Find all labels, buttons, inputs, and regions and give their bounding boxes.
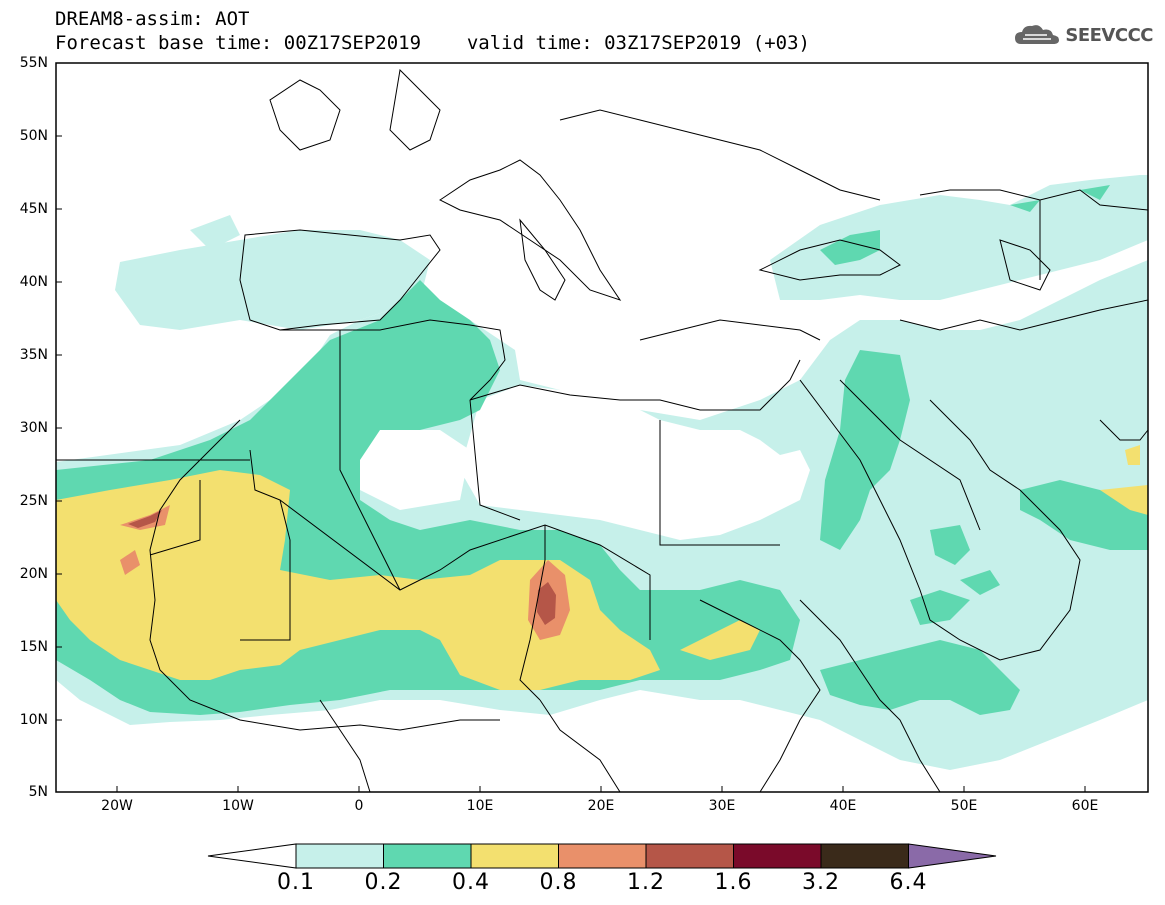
lat-label: 30N (19, 420, 48, 436)
lat-label: 55N (19, 55, 48, 71)
lon-label: 50E (950, 798, 978, 814)
lon-label: 20W (101, 798, 133, 814)
colorbar-label: 0.4 (452, 870, 490, 895)
lon-label: 40E (829, 798, 857, 814)
lat-label: 10N (19, 712, 48, 728)
lat-label: 15N (19, 639, 48, 655)
colorbar-label: 1.6 (714, 870, 753, 895)
lon-label: 20E (587, 798, 615, 814)
logo-text: SEEVCCC (1065, 24, 1153, 46)
colorbar-swatch-0.8 (558, 843, 647, 869)
axis-ticks (56, 62, 1086, 792)
colorbar-label: 6.4 (889, 870, 928, 895)
colorbar-label: 0.1 (277, 870, 315, 895)
lat-label: 20N (19, 566, 48, 582)
valid-time: valid time: 03Z17SEP2019 (+03) (466, 32, 810, 54)
lon-label: 30E (708, 798, 736, 814)
colorbar-swatch-0.4 (470, 843, 559, 869)
lon-label: 10E (466, 798, 494, 814)
lat-label: 5N (28, 784, 48, 800)
lat-label: 50N (19, 128, 48, 144)
lon-label: 60E (1071, 798, 1099, 814)
colorbar-swatch-0.1 (295, 843, 384, 869)
forecast-time-line: Forecast base time: 00Z17SEP2019 valid t… (55, 32, 810, 54)
colorbar-right-arrow (908, 843, 997, 869)
lon-label: 10W (222, 798, 254, 814)
colorbar-label: 1.2 (627, 870, 665, 895)
colorbar-label: 0.2 (364, 870, 403, 895)
colorbar-swatch-1.2 (645, 843, 734, 869)
colorbar-label: 0.8 (539, 870, 578, 895)
colorbar-label: 3.2 (802, 870, 840, 895)
map-title: DREAM8-assim: AOT (55, 8, 250, 30)
colorbar-swatch-3.2 (820, 843, 909, 869)
colorbar-swatch-0.2 (383, 843, 472, 869)
coastlines (56, 68, 1148, 792)
lat-label: 25N (19, 493, 48, 509)
base-time: Forecast base time: 00Z17SEP2019 (55, 32, 422, 54)
aot-band-0.4 (56, 445, 1148, 690)
lat-label: 35N (19, 347, 48, 363)
aot-field (56, 175, 1148, 770)
cloud-icon (1015, 25, 1060, 44)
aot-band-1.2 (128, 510, 556, 625)
colorbar (207, 843, 997, 869)
clear-areas (360, 385, 810, 540)
lat-label: 40N (19, 274, 48, 290)
lat-label: 45N (19, 201, 48, 217)
lon-label: 0 (354, 798, 364, 814)
colorbar-left-arrow (207, 843, 297, 869)
colorbar-swatch-1.6 (733, 843, 822, 869)
seevccc-logo: SEEVCCC (1013, 22, 1153, 48)
